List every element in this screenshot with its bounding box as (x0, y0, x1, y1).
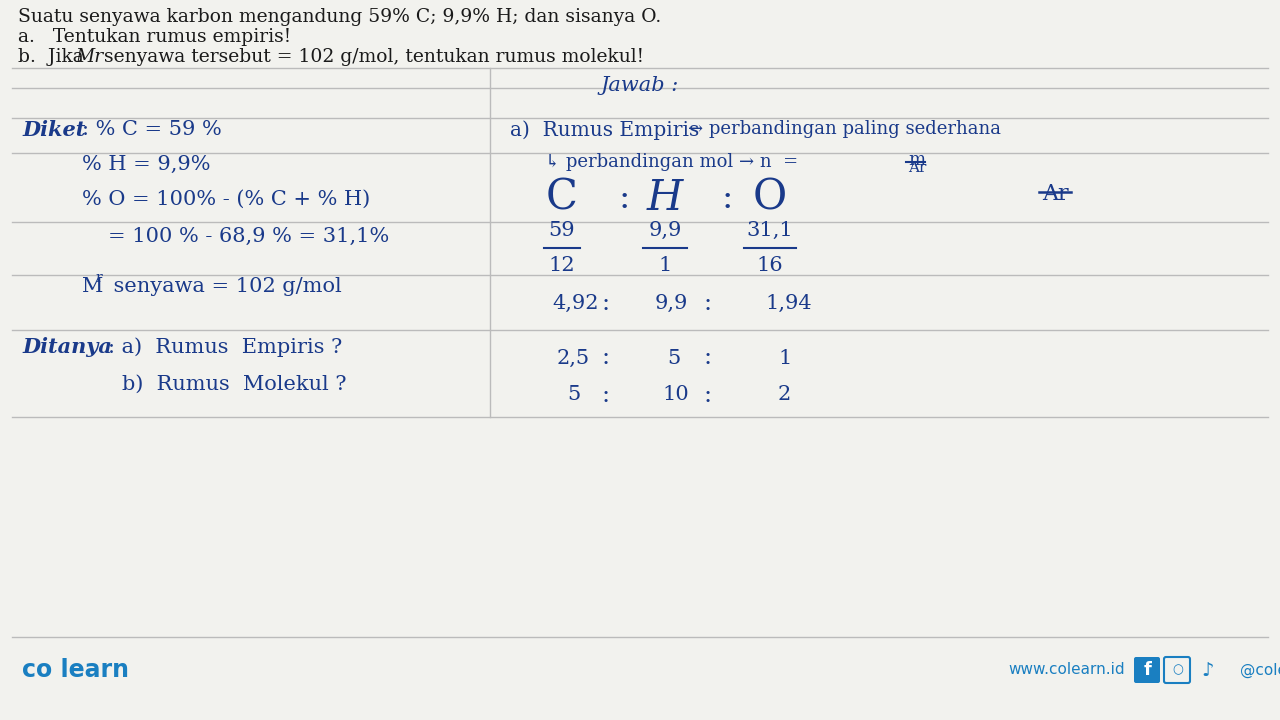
Text: O: O (753, 177, 787, 219)
Text: 1,94: 1,94 (765, 294, 812, 312)
Text: f: f (1144, 661, 1152, 679)
Text: b)  Rumus  Molekul ?: b) Rumus Molekul ? (122, 375, 347, 394)
Text: M: M (82, 277, 104, 296)
Text: 5: 5 (567, 385, 580, 405)
Text: 31,1: 31,1 (746, 221, 794, 240)
Text: 2: 2 (778, 385, 791, 405)
Text: = 100 % - 68,9 % = 31,1%: = 100 % - 68,9 % = 31,1% (108, 227, 389, 246)
Text: :: : (602, 384, 609, 407)
Text: 5: 5 (667, 348, 680, 367)
Text: ○: ○ (1172, 664, 1184, 677)
Text: senyawa = 102 g/mol: senyawa = 102 g/mol (108, 277, 342, 296)
Text: www.colearn.id: www.colearn.id (1009, 662, 1125, 678)
Text: Ar: Ar (1042, 183, 1069, 205)
Text: :: : (602, 346, 609, 369)
Text: 9,9: 9,9 (655, 294, 689, 312)
Text: a.   Tentukan rumus empiris!: a. Tentukan rumus empiris! (18, 28, 291, 46)
Text: 1: 1 (778, 348, 791, 367)
Text: :: : (704, 346, 712, 369)
Text: 12: 12 (549, 256, 575, 275)
FancyBboxPatch shape (1134, 657, 1160, 683)
Text: r: r (95, 271, 101, 285)
Text: H: H (646, 177, 684, 219)
Text: a)  Rumus Empiris: a) Rumus Empiris (509, 120, 705, 140)
Text: m: m (908, 151, 925, 169)
Text: senyawa tersebut = 102 g/mol, tentukan rumus molekul!: senyawa tersebut = 102 g/mol, tentukan r… (99, 48, 644, 66)
Text: 1: 1 (658, 256, 672, 275)
Text: :: : (704, 384, 712, 407)
Text: Ditanya: Ditanya (22, 337, 111, 357)
Text: :: : (602, 292, 609, 315)
Text: Diket: Diket (22, 120, 86, 140)
Text: → perbandingan paling sederhana: → perbandingan paling sederhana (689, 120, 1001, 138)
Text: C: C (547, 177, 579, 219)
Text: 16: 16 (756, 256, 783, 275)
Text: :: : (722, 183, 732, 215)
Text: Mr: Mr (76, 48, 104, 66)
Text: 10: 10 (662, 385, 689, 405)
Text: :: : (618, 183, 630, 215)
Text: % H = 9,9%: % H = 9,9% (82, 155, 210, 174)
Text: :: : (704, 292, 712, 315)
Text: Jawab :: Jawab : (600, 76, 680, 95)
Text: 9,9: 9,9 (648, 221, 682, 240)
Text: b.  Jika: b. Jika (18, 48, 90, 66)
Text: 4,92: 4,92 (552, 294, 599, 312)
Text: ♪: ♪ (1202, 660, 1215, 680)
Text: : % C = 59 %: : % C = 59 % (82, 120, 221, 139)
Text: % O = 100% - (% C + % H): % O = 100% - (% C + % H) (82, 190, 370, 209)
Text: @colearn.id: @colearn.id (1240, 662, 1280, 678)
Text: 2,5: 2,5 (557, 348, 590, 367)
Text: Ar: Ar (908, 161, 927, 175)
Text: 59: 59 (549, 221, 575, 240)
Text: Suatu senyawa karbon mengandung 59% C; 9,9% H; dan sisanya O.: Suatu senyawa karbon mengandung 59% C; 9… (18, 8, 662, 26)
Text: : a)  Rumus  Empiris ?: : a) Rumus Empiris ? (108, 337, 342, 356)
Text: co learn: co learn (22, 658, 129, 682)
Text: ↳ perbandingan mol → n  =: ↳ perbandingan mol → n = (545, 153, 804, 171)
